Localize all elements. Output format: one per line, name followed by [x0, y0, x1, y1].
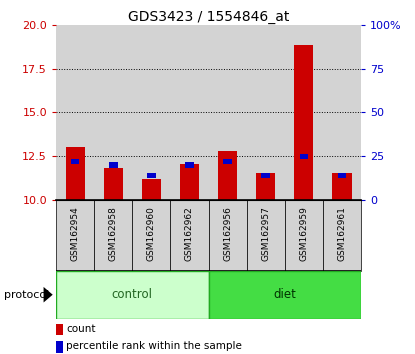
- Bar: [66, 147, 85, 200]
- Bar: [94, 200, 132, 271]
- Text: GSM162960: GSM162960: [147, 206, 156, 262]
- Bar: [218, 150, 237, 200]
- Bar: [185, 162, 194, 167]
- Bar: [209, 271, 361, 319]
- Bar: [132, 25, 171, 200]
- Bar: [142, 179, 161, 200]
- Text: GSM162961: GSM162961: [337, 206, 347, 262]
- Text: GSM162962: GSM162962: [185, 207, 194, 261]
- Bar: [323, 25, 361, 200]
- Text: protocol: protocol: [4, 290, 49, 300]
- Text: GSM162956: GSM162956: [223, 206, 232, 262]
- Bar: [132, 200, 171, 271]
- Bar: [147, 173, 156, 178]
- Bar: [261, 173, 270, 178]
- Bar: [223, 159, 232, 164]
- Bar: [104, 168, 123, 200]
- Text: GSM162954: GSM162954: [71, 207, 80, 261]
- Bar: [285, 200, 323, 271]
- Bar: [109, 162, 117, 167]
- Text: count: count: [66, 324, 96, 333]
- Text: percentile rank within the sample: percentile rank within the sample: [66, 341, 242, 351]
- Text: GSM162959: GSM162959: [299, 206, 308, 262]
- Bar: [247, 25, 285, 200]
- Text: diet: diet: [273, 288, 296, 301]
- Bar: [332, 173, 352, 200]
- Bar: [209, 25, 247, 200]
- Bar: [94, 25, 132, 200]
- Bar: [209, 200, 247, 271]
- Bar: [300, 154, 308, 159]
- Bar: [180, 164, 199, 200]
- Text: GSM162958: GSM162958: [109, 206, 118, 262]
- Bar: [171, 200, 209, 271]
- Bar: [247, 200, 285, 271]
- Bar: [56, 200, 94, 271]
- Bar: [294, 45, 313, 200]
- Bar: [171, 25, 209, 200]
- Bar: [323, 200, 361, 271]
- Bar: [285, 25, 323, 200]
- Bar: [56, 271, 209, 319]
- Bar: [56, 25, 94, 200]
- Bar: [71, 159, 79, 164]
- Bar: [338, 173, 346, 178]
- Bar: [256, 173, 275, 200]
- Text: control: control: [112, 288, 153, 301]
- Title: GDS3423 / 1554846_at: GDS3423 / 1554846_at: [128, 10, 289, 24]
- Text: GSM162957: GSM162957: [261, 206, 270, 262]
